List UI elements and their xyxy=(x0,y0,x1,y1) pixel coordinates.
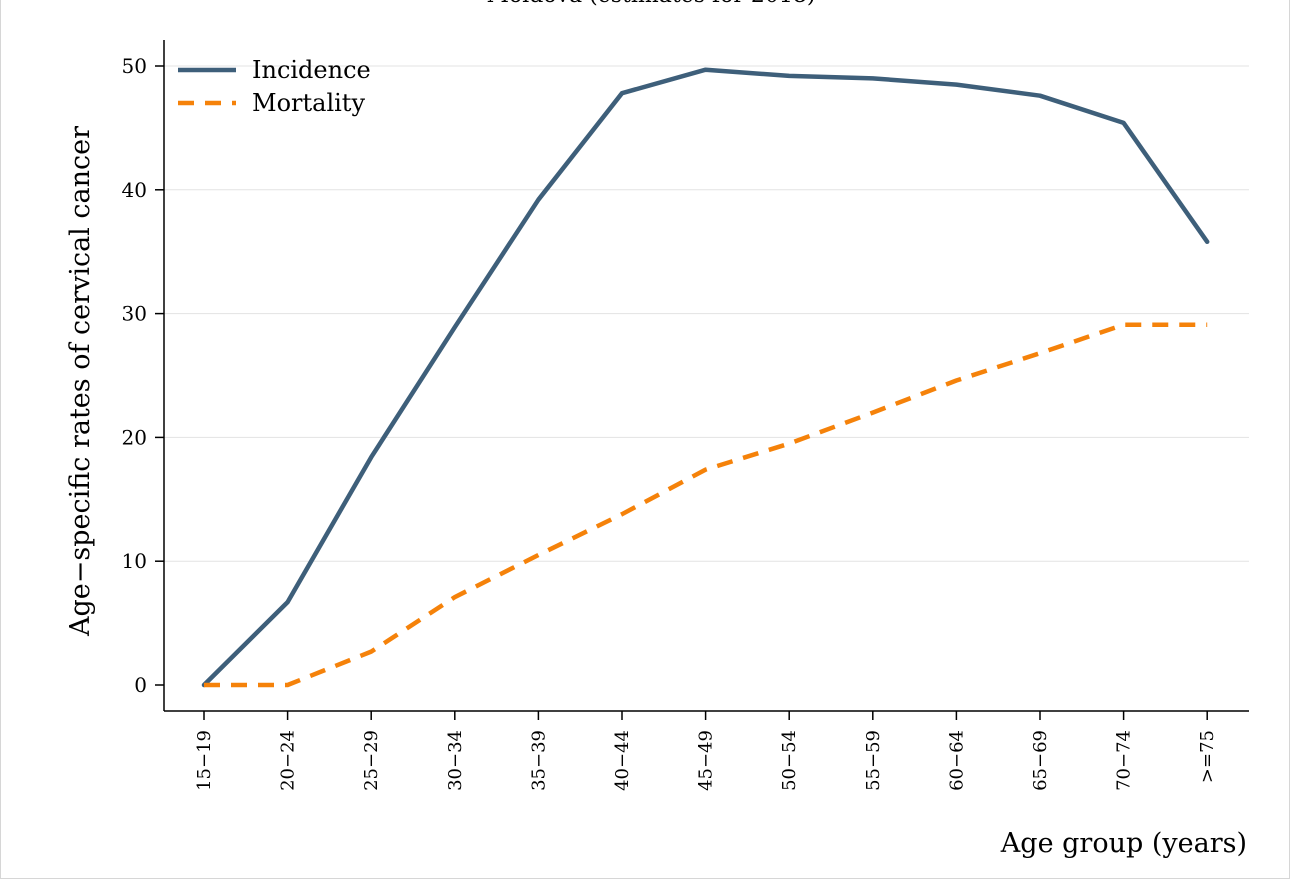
x-tick-label: 60−64 xyxy=(946,730,967,791)
x-tick-label: 20−24 xyxy=(278,730,299,791)
legend: Incidence Mortality xyxy=(178,56,371,117)
y-tick-label: 30 xyxy=(122,302,147,326)
y-tick-label: 20 xyxy=(122,425,147,449)
x-axis-ticks: 15−19 20−24 25−29 30−34 35−39 40−44 45−49 50−54… xyxy=(194,711,1218,791)
x-tick-label: 70−74 xyxy=(1114,730,1135,791)
y-tick-label: 40 xyxy=(122,178,147,202)
y-axis-title: Age−specific rates of cervical cancer xyxy=(65,126,96,637)
x-tick-label: 50−54 xyxy=(779,730,800,791)
x-tick-label: 35−39 xyxy=(528,730,549,791)
x-axis-title: Age group (years) xyxy=(1000,828,1247,859)
y-tick-label: 50 xyxy=(122,54,147,78)
chart-title: Moldova (estimates for 2018) xyxy=(486,0,815,8)
axes xyxy=(163,40,1249,712)
series-line-mortality xyxy=(204,322,1208,688)
legend-label-mortality: Mortality xyxy=(252,89,365,117)
x-tick-label: 15−19 xyxy=(194,730,215,791)
series-lines xyxy=(201,67,1210,688)
grid-lines xyxy=(164,65,1249,562)
y-tick-label: 0 xyxy=(134,673,147,697)
x-tick-label: 65−69 xyxy=(1030,730,1051,791)
x-tick-label: >=75 xyxy=(1197,730,1218,783)
x-tick-label: 45−49 xyxy=(696,730,717,791)
legend-label-incidence: Incidence xyxy=(252,56,371,84)
x-tick-label: 30−34 xyxy=(445,730,466,791)
y-tick-label: 10 xyxy=(122,549,147,573)
x-tick-label: 40−44 xyxy=(612,730,633,791)
y-axis-ticks: 0 10 20 30 40 50 xyxy=(122,54,164,697)
series-line-incidence xyxy=(201,67,1210,688)
x-tick-label: 55−59 xyxy=(863,730,884,791)
x-tick-label: 25−29 xyxy=(361,730,382,791)
